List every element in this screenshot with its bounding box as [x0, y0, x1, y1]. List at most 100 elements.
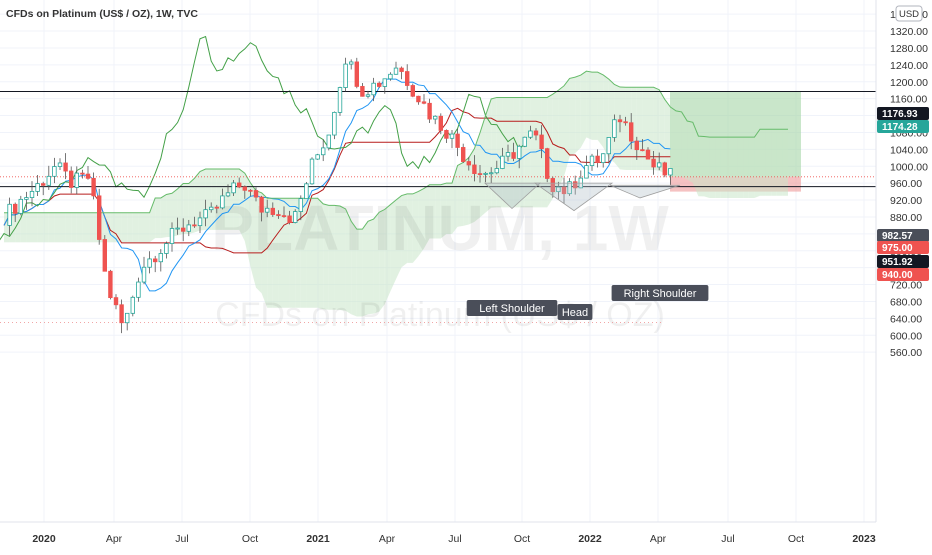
cloud-segment — [519, 97, 525, 208]
candle-body — [348, 61, 354, 65]
cloud-segment — [250, 182, 256, 288]
cloud-segment — [676, 110, 682, 178]
candle-body — [12, 203, 18, 214]
cloud-segment — [300, 198, 307, 308]
cloud-segment — [60, 212, 66, 243]
time-tick-label: Apr — [650, 533, 667, 545]
cloud-segment — [289, 198, 296, 308]
tenkan-line — [3, 78, 671, 292]
candle-body — [147, 258, 152, 268]
candle-body — [264, 207, 270, 213]
cloud-segment — [166, 193, 172, 238]
candle-body — [141, 266, 147, 283]
price-badge-label: 1174.28 — [882, 122, 918, 133]
candle-body — [472, 164, 477, 175]
cloud-segment — [496, 97, 503, 208]
watermark-description: CFDs on Platinum (US$ / OZ) — [215, 296, 665, 334]
time-tick-label: 2022 — [578, 533, 602, 545]
candle-body — [382, 78, 387, 87]
pattern-label: Left Shoulder — [479, 303, 545, 315]
cloud-segment — [474, 132, 480, 222]
cloud-segment — [20, 212, 27, 243]
candle-body — [57, 162, 63, 167]
candle-body — [657, 162, 662, 168]
cloud-segment — [368, 219, 374, 315]
cloud-segment — [48, 212, 55, 243]
candle-body — [315, 154, 320, 160]
cloud-segment — [76, 212, 83, 243]
candle-body — [309, 158, 315, 185]
candle-body — [449, 133, 455, 139]
cloud-segment — [345, 208, 352, 315]
candle-body — [248, 189, 253, 192]
cloud-segment — [132, 212, 139, 243]
candle-body — [158, 253, 163, 263]
price-tick-label: 680.00 — [890, 296, 922, 308]
candle-body — [360, 86, 365, 97]
currency-label: USD — [899, 9, 919, 20]
head-and-shoulders-pattern[interactable]: Left Shoulder Head Right Shoulder — [466, 182, 709, 320]
cloud-segment — [524, 97, 531, 208]
cloud-segment — [620, 87, 626, 171]
candle-body — [46, 175, 51, 186]
cloud-segment — [65, 212, 72, 243]
cloud-segment — [384, 204, 391, 305]
price-tick-label: 920.00 — [890, 195, 922, 207]
candle-body — [505, 152, 511, 157]
candle-body — [108, 270, 113, 299]
candle-body — [231, 182, 236, 194]
cloud-segment — [659, 89, 665, 174]
candle-body — [617, 119, 623, 123]
price-badge — [877, 255, 929, 268]
cloud-segment — [317, 198, 324, 310]
cloud-segment — [653, 87, 660, 171]
cloud-segment — [614, 84, 620, 170]
cloud-segment — [536, 97, 542, 208]
price-tick-label: 720.00 — [890, 280, 922, 292]
cloud-segment — [32, 212, 38, 243]
candle-body — [455, 133, 460, 148]
candle-body — [220, 195, 225, 209]
cloud-segment — [636, 87, 643, 171]
candle-body — [41, 183, 46, 186]
candle-body — [208, 206, 214, 211]
cloud-segment — [558, 85, 564, 189]
pattern-label-bg — [611, 285, 709, 301]
candle-body — [404, 71, 410, 86]
time-axis[interactable]: 2020 Apr Jul Oct 2021 Apr Jul Oct 2022 Apr Jul Oct 2… — [0, 521, 876, 545]
cloud-segment — [692, 122, 699, 197]
watermark-symbol: PLATINUM, 1W — [211, 192, 669, 264]
candle-body — [236, 182, 242, 188]
cloud-segment — [138, 212, 144, 243]
candle-body — [651, 158, 656, 168]
cloud-segment — [597, 72, 604, 148]
cloud-segment — [704, 136, 710, 199]
candle-body — [169, 228, 175, 244]
candle-body — [533, 130, 539, 136]
horizontal-levels[interactable] — [0, 90, 876, 323]
currency-badge[interactable]: USD — [895, 5, 923, 22]
candle-body — [494, 168, 499, 174]
price-tick-label: 1160.00 — [890, 94, 927, 106]
candle-body — [399, 67, 404, 72]
candle-body — [52, 166, 57, 177]
cloud-segment — [356, 229, 363, 317]
cloud-segment — [418, 188, 424, 257]
cloud-segment — [782, 129, 788, 196]
cloud-segment — [256, 190, 262, 294]
candle-body — [152, 258, 158, 263]
cloud-segment — [144, 212, 150, 243]
candle-body — [584, 165, 589, 179]
cloud-segment — [88, 212, 94, 243]
candle-body — [365, 94, 371, 97]
candle-body — [102, 239, 107, 272]
candle-body — [292, 211, 298, 223]
cloud-segment — [155, 197, 161, 239]
price-badge — [877, 241, 929, 254]
cloud-segment — [670, 107, 676, 177]
cloud-segment — [26, 212, 32, 243]
cloud-segment — [737, 137, 744, 199]
candle-body — [606, 137, 611, 155]
candle-body — [427, 102, 432, 120]
